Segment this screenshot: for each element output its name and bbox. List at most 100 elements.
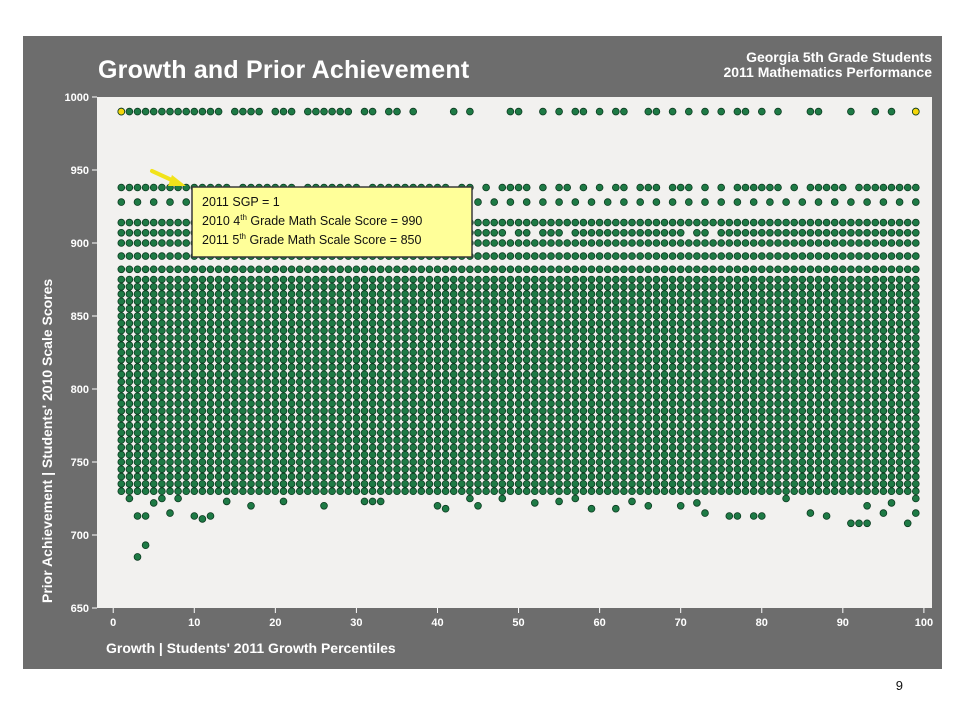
data-point bbox=[133, 421, 142, 430]
data-point bbox=[384, 370, 393, 379]
data-point bbox=[701, 399, 709, 408]
data-point bbox=[336, 443, 345, 452]
data-point bbox=[855, 319, 863, 328]
data-point bbox=[660, 290, 669, 298]
data-point bbox=[895, 334, 904, 342]
data-point bbox=[514, 436, 523, 444]
data-point bbox=[887, 312, 896, 320]
data-point bbox=[757, 107, 766, 116]
data-point bbox=[911, 487, 920, 496]
data-point bbox=[684, 290, 693, 298]
data-point bbox=[158, 421, 166, 430]
data-point bbox=[603, 297, 612, 306]
data-point bbox=[855, 436, 863, 444]
data-point bbox=[384, 290, 393, 298]
data-point bbox=[466, 377, 474, 386]
data-point bbox=[717, 107, 725, 116]
data-point bbox=[409, 377, 418, 386]
data-point bbox=[336, 370, 345, 379]
data-point bbox=[725, 239, 734, 247]
data-point bbox=[312, 377, 320, 386]
data-point bbox=[287, 385, 296, 393]
data-point bbox=[652, 355, 661, 364]
data-point bbox=[709, 399, 717, 408]
data-point bbox=[595, 319, 604, 328]
y-tick-label: 850 bbox=[71, 311, 89, 323]
data-point bbox=[733, 487, 742, 496]
data-point bbox=[376, 443, 385, 452]
data-point bbox=[360, 497, 369, 506]
data-point bbox=[263, 399, 272, 408]
data-point bbox=[603, 414, 612, 423]
data-point bbox=[822, 385, 831, 393]
data-point bbox=[222, 472, 231, 481]
data-point bbox=[166, 218, 174, 227]
data-point bbox=[125, 304, 134, 313]
data-point bbox=[255, 458, 263, 466]
data-point bbox=[774, 218, 782, 227]
data-point bbox=[587, 370, 596, 379]
data-point bbox=[376, 465, 385, 474]
data-point bbox=[822, 252, 831, 260]
data-point bbox=[822, 472, 831, 481]
data-point bbox=[466, 428, 474, 437]
data-point bbox=[498, 407, 507, 415]
data-point bbox=[530, 312, 539, 320]
data-point bbox=[814, 304, 823, 313]
data-point bbox=[709, 275, 717, 284]
data-point bbox=[328, 399, 336, 408]
data-point bbox=[847, 312, 855, 320]
data-point bbox=[547, 265, 555, 274]
data-point bbox=[895, 370, 904, 379]
data-point bbox=[774, 275, 782, 284]
data-point bbox=[393, 265, 401, 274]
data-point bbox=[263, 458, 272, 466]
data-point bbox=[482, 377, 490, 386]
data-point bbox=[563, 480, 571, 488]
data-point bbox=[522, 355, 531, 364]
data-point bbox=[336, 341, 345, 350]
data-point bbox=[620, 363, 628, 371]
data-point bbox=[401, 363, 409, 371]
data-point bbox=[474, 355, 482, 364]
data-point bbox=[368, 297, 377, 306]
data-point bbox=[863, 465, 871, 474]
data-point bbox=[895, 363, 904, 371]
data-point bbox=[806, 407, 815, 415]
data-point bbox=[490, 265, 499, 274]
data-point bbox=[287, 348, 296, 357]
data-point bbox=[563, 428, 571, 437]
data-point bbox=[141, 472, 150, 481]
data-point bbox=[417, 458, 426, 466]
data-point bbox=[660, 304, 669, 313]
data-point bbox=[911, 265, 920, 274]
data-point bbox=[384, 414, 393, 423]
data-point bbox=[709, 436, 717, 444]
data-point bbox=[798, 290, 807, 298]
data-point bbox=[149, 198, 158, 206]
data-point bbox=[563, 487, 571, 496]
data-point bbox=[733, 297, 742, 306]
data-point bbox=[449, 487, 458, 496]
data-point bbox=[482, 385, 490, 393]
data-point bbox=[798, 480, 807, 488]
data-point bbox=[255, 355, 263, 364]
data-point bbox=[579, 407, 588, 415]
data-point bbox=[806, 275, 815, 284]
data-point bbox=[774, 385, 782, 393]
data-point bbox=[466, 363, 474, 371]
data-point bbox=[482, 334, 490, 342]
data-point bbox=[871, 312, 880, 320]
data-point bbox=[344, 304, 353, 313]
data-point bbox=[206, 334, 215, 342]
data-point bbox=[725, 465, 734, 474]
data-point bbox=[725, 377, 734, 386]
data-point bbox=[441, 290, 450, 298]
data-point bbox=[830, 229, 839, 237]
data-point bbox=[441, 480, 450, 488]
data-point bbox=[911, 421, 920, 430]
data-point bbox=[239, 334, 247, 342]
data-point bbox=[595, 355, 604, 364]
data-point bbox=[231, 304, 239, 313]
data-point bbox=[125, 183, 134, 192]
